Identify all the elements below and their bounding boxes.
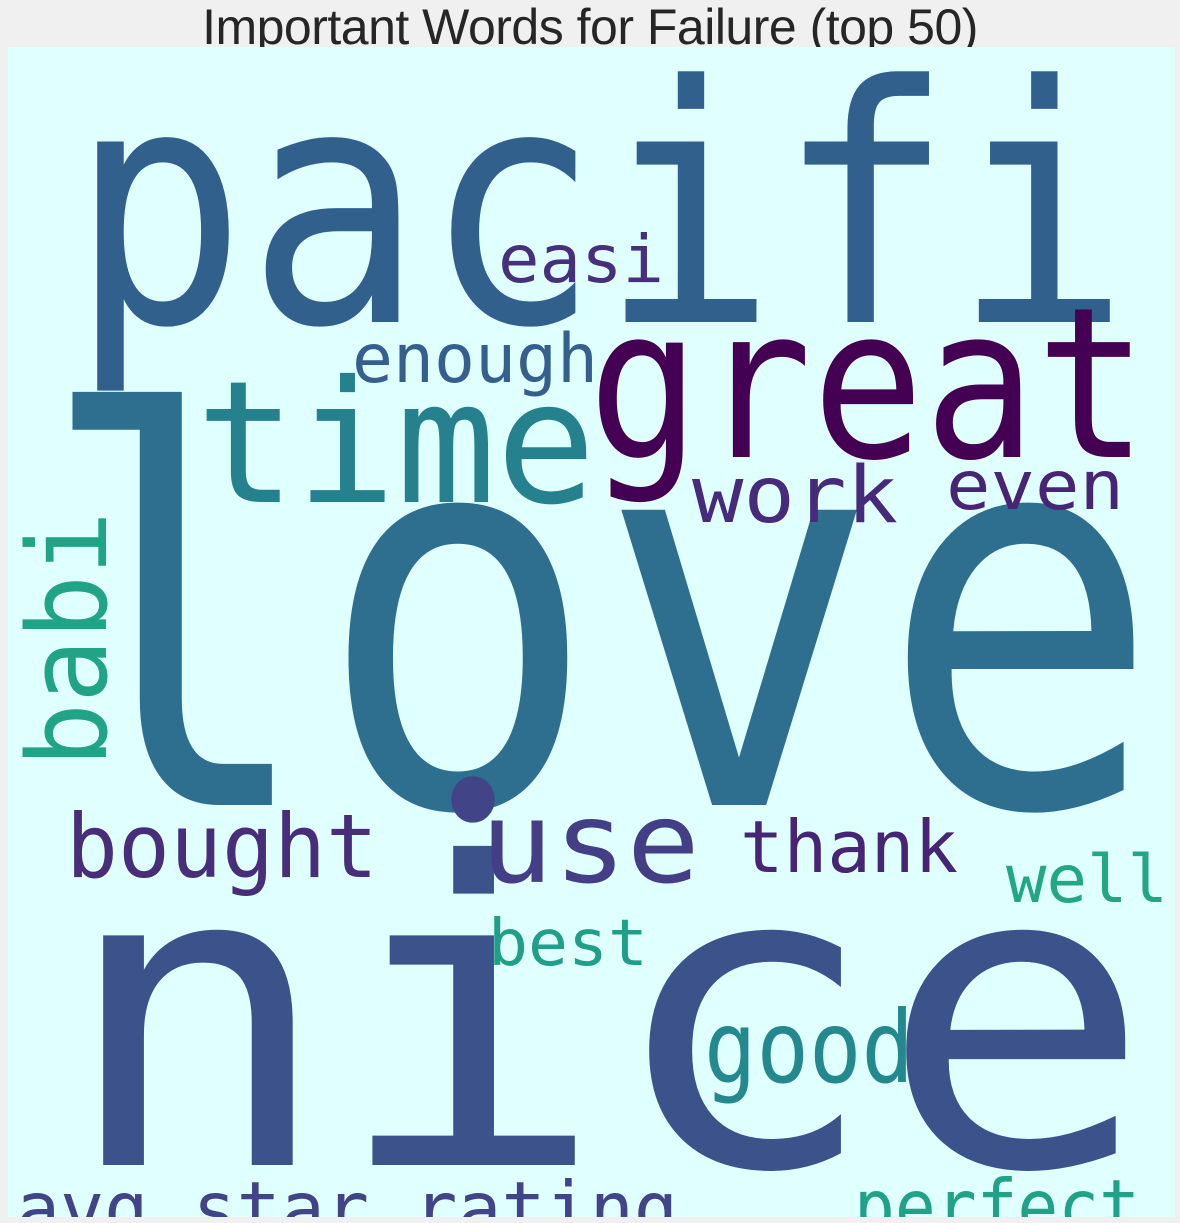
word-babi: babi bbox=[8, 511, 132, 767]
word-enough: enough bbox=[352, 320, 598, 399]
word-avg-star-rating: avg_star_rating bbox=[16, 1165, 678, 1217]
word-great: great bbox=[588, 262, 1148, 507]
word-good: good bbox=[704, 989, 914, 1106]
word-bought: bought bbox=[66, 795, 378, 898]
word-use: use bbox=[480, 779, 700, 909]
word-cloud-panel: love nice pacifi great time use babi good bought… bbox=[8, 47, 1175, 1217]
word-dot: • bbox=[428, 710, 518, 897]
word-best: best bbox=[488, 907, 648, 981]
word-time: time bbox=[196, 345, 596, 543]
word-work: work bbox=[692, 451, 898, 541]
word-well: well bbox=[1006, 841, 1168, 918]
word-nice: nice bbox=[60, 776, 1152, 1217]
word-cloud-background bbox=[8, 47, 1175, 1217]
word-pacifi: pacifi bbox=[70, 47, 1130, 400]
word-perfect: perfect bbox=[854, 1163, 1140, 1217]
word-love: love bbox=[36, 305, 1161, 933]
word-even: even bbox=[946, 447, 1124, 526]
word-thank: thank bbox=[740, 805, 958, 889]
word-easi: easi bbox=[498, 221, 664, 298]
chart-title: Important Words for Failure (top 50) bbox=[202, 0, 978, 55]
